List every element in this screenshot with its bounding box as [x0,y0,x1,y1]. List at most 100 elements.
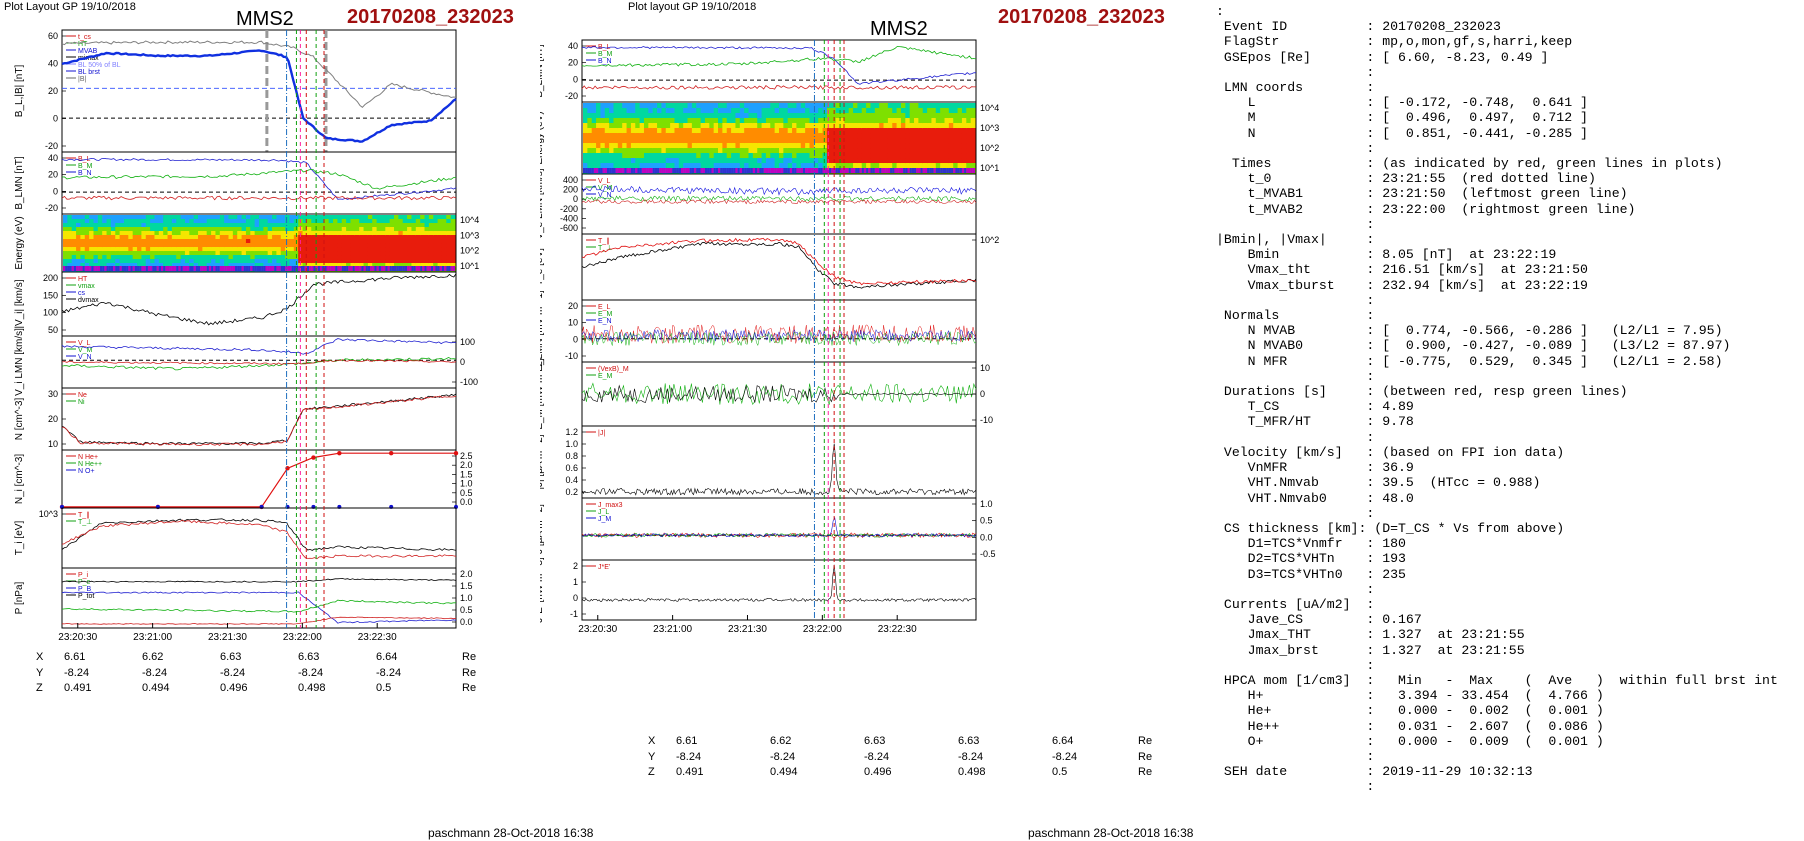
spectrogram-noise [789,168,793,173]
spectrogram-cell [826,143,832,149]
spectrogram-cell [324,259,330,264]
spectrogram-cell [176,255,182,260]
spectrogram-cell [731,128,736,134]
spectrogram-cell [80,255,86,260]
spectrogram-cell [683,118,689,124]
coords-row-x: X 6.61 6.62 6.63 6.63 6.64 Re [36,651,476,663]
spectrogram-cell [424,223,430,228]
spectrogram-cell [648,143,654,149]
legend-entry: N O+ [78,468,95,475]
spectrogram-cell [652,128,658,134]
spectrogram-cell [158,259,164,264]
legend-entry: P_i [78,572,89,579]
spectrogram-noise [187,266,190,271]
spectrogram-cell [319,259,325,264]
data-point [337,451,342,456]
info-line: GSEpos [Re] : [ 6.60, -8.23, 0.49 ] [1216,49,1549,65]
spectrogram-cell [931,158,937,164]
spectrogram-cell [944,118,950,124]
spectrogram-noise [972,168,975,173]
spectrogram-cell [748,148,754,154]
spectrogram-cell [857,123,863,129]
spectrogram-noise [853,168,856,173]
spectrogram-cell [765,128,771,134]
spectrogram-noise [635,168,638,173]
spectrogram-cell [389,215,395,220]
spectrogram-cell [752,113,758,119]
spectrogram-cell [857,103,863,109]
spectrogram-cell [171,219,177,224]
spectrogram-noise [335,266,338,271]
spectrogram-noise [752,168,756,173]
spectrogram-cell [770,128,776,134]
spectrogram-noise [317,266,320,271]
info-line: Durations [s] : (between red, resp green… [1216,384,1628,400]
spectrogram-cell [635,128,641,134]
spectrogram-cell [171,239,177,244]
spectrogram-cell [953,103,959,109]
spectrogram-cell [613,148,619,154]
legend-entry: HT [78,41,88,48]
spectrogram-cell [818,133,824,139]
spectrogram-cell [137,215,142,220]
spectrogram-cell [826,118,832,124]
spectrogram-cell [879,153,885,159]
spectrogram-cell [792,123,797,129]
series-pi [61,599,456,613]
spectrogram-cell [171,227,177,232]
legend-entry: V_N [78,354,92,361]
coords-row-y: Y -8.24 -8.24 -8.24 -8.24 -8.24 Re [36,663,476,682]
spectrogram-cell [678,158,684,164]
spectrogram-noise [633,168,636,173]
spectrogram-cell [617,133,623,139]
spectrogram-cell [150,219,155,224]
spectrogram-cell [293,243,299,248]
spectrogram-cell [163,219,169,224]
spectrogram-noise [161,266,164,271]
spectrogram-noise [709,168,712,173]
spectrogram-cell [202,235,208,240]
spectrogram-noise [596,168,599,173]
spectrogram-cell [158,231,164,236]
spectrogram-cell [346,239,351,244]
spectrogram-cell [726,153,732,159]
spectrogram-cell [250,251,256,256]
spectrogram-cell [639,118,645,124]
spectrogram-cell [678,133,684,139]
spectrogram-cell [71,263,77,268]
spectrogram-cell [691,103,697,109]
spectrogram-cell [765,153,771,159]
panel-ytick: 10^2 [460,246,479,256]
spectrogram-cell [652,148,658,154]
spectrogram-cell [115,259,121,264]
spectrogram-cell [809,128,815,134]
spectrogram-cell [643,138,649,144]
spectrogram-cell [892,103,898,109]
spectrogram-cell [428,223,434,228]
panel-ytick: -0.5 [980,549,996,559]
spectrogram-noise [380,266,384,271]
spectrogram-cell [267,239,273,244]
spectrogram-cell [683,103,689,109]
spectrogram-cell [263,231,269,236]
spectrogram-cell [428,231,434,236]
spectrogram-cell [652,138,658,144]
panel-8: T_i [eV]10^3 T_∥T_⊥ [14,507,457,569]
spectrogram-cell [961,103,967,109]
spectrogram-cell [835,103,841,109]
spectrogram-cell [380,259,386,264]
info-line: L : [ -0.172, -0.748, 0.641 ] [1216,95,1588,111]
spectrogram-cell [931,128,937,134]
spectrogram-noise [961,168,965,173]
spectrogram-cell [861,103,867,109]
spectrogram-noise [365,266,368,271]
spectrogram-cell [80,235,86,240]
event-info-listing: : Event ID : 20170208_232023 FlagStr : m… [1216,4,1778,795]
spectrogram-cell [587,153,593,159]
panel-ytick: -10 [980,415,993,425]
spectrogram-cell [289,263,295,268]
spectrogram-noise [333,266,336,271]
spectrogram-cell [648,118,654,124]
spectrogram-cell [709,133,715,139]
series-ven [581,199,977,205]
